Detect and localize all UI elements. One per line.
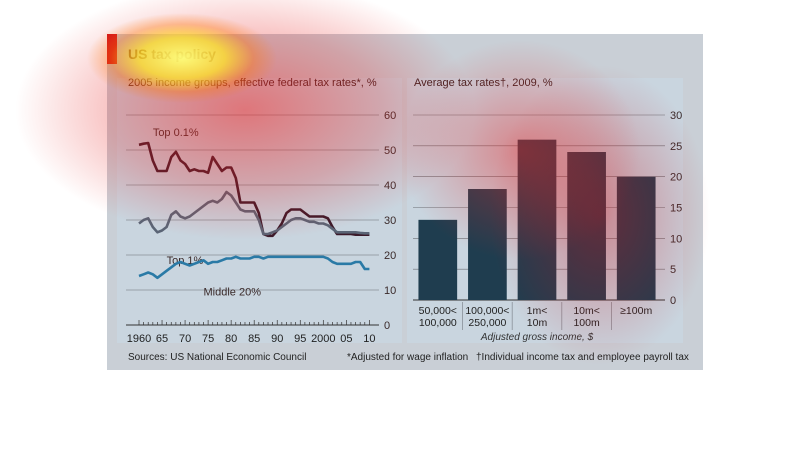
bar (418, 219, 458, 300)
category-label: 10m (527, 317, 548, 329)
y-tick-label: 20 (670, 172, 682, 184)
category-label: 100m (573, 317, 600, 329)
bar (567, 152, 606, 300)
category-label: 50,000< (419, 305, 457, 317)
y-tick-label: 10 (670, 233, 682, 245)
chart-figure: US tax policy 2005 income groups, effect… (107, 34, 703, 370)
footnote-wage-inflation: *Adjusted for wage inflation (347, 352, 469, 363)
bar (468, 189, 507, 300)
category-label: ≥100m (620, 305, 652, 317)
y-tick-label: 0 (670, 295, 676, 307)
category-label: 250,000 (468, 317, 506, 329)
category-label: 100,000< (465, 305, 509, 317)
bar (517, 139, 557, 300)
bar (616, 176, 656, 300)
x-axis-title: Adjusted gross income, $ (480, 332, 594, 343)
source-note: Sources: US National Economic Council (128, 352, 307, 363)
y-tick-label: 30 (670, 110, 682, 122)
category-label: 10m< (573, 305, 600, 317)
y-tick-label: 5 (670, 264, 676, 276)
footnote-tax-definition: †Individual income tax and employee payr… (476, 352, 689, 363)
category-label: 1m< (527, 305, 548, 317)
y-tick-label: 25 (670, 141, 682, 153)
category-label: 100,000 (419, 317, 457, 329)
y-tick-label: 15 (670, 203, 682, 215)
bar-chart: 0 5 10 15 20 25 30 50,000<100,000 100,000<250,00… (413, 110, 682, 343)
